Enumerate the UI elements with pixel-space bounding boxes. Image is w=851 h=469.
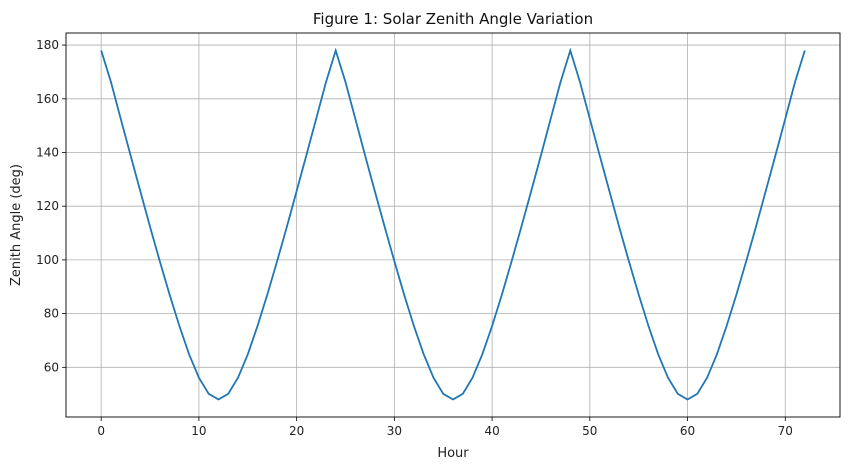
y-tick-label: 100: [36, 253, 59, 267]
x-tick-label: 20: [289, 424, 304, 438]
series-line-zenith-angle: [100, 47, 806, 401]
x-tick-label: 0: [97, 424, 105, 438]
plot-frame: [65, 32, 841, 418]
y-tick-label: 120: [36, 199, 59, 213]
y-axis-label: Zenith Angle (deg): [9, 164, 24, 286]
x-tick-label: 30: [387, 424, 402, 438]
y-tick-label: 80: [44, 307, 59, 321]
x-tick-label: 10: [191, 424, 206, 438]
y-tick-label: 180: [36, 38, 59, 52]
chart-title: Figure 1: Solar Zenith Angle Variation: [313, 10, 593, 28]
ticks: 0 10 20 30 40 50 60 70 60 80 100 120 140 160 180: [36, 38, 793, 438]
x-tick-label: 70: [778, 424, 793, 438]
y-tick-label: 60: [44, 360, 59, 374]
x-axis-label: Hour: [437, 446, 469, 461]
y-tick-label: 160: [36, 92, 59, 106]
x-tick-label: 50: [582, 424, 597, 438]
grid: [66, 33, 840, 417]
x-tick-label: 40: [484, 424, 499, 438]
y-tick-label: 140: [36, 145, 59, 159]
x-tick-label: 60: [680, 424, 695, 438]
